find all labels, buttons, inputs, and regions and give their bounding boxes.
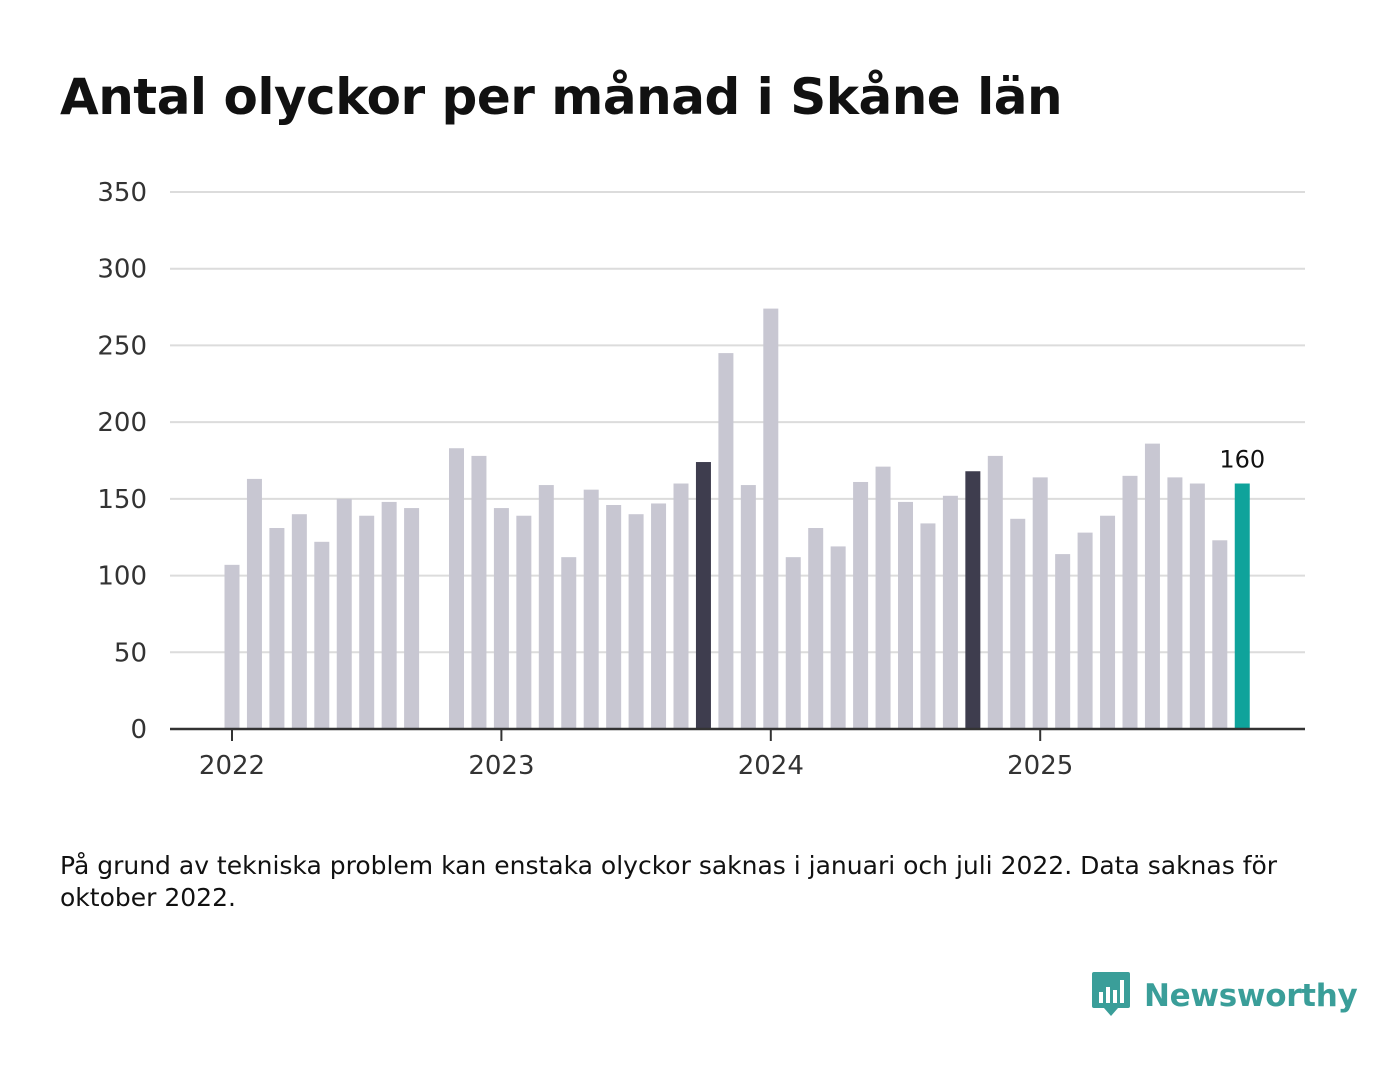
bar-2024-02 (785, 557, 801, 729)
brand-name: Newsworthy (1144, 978, 1358, 1014)
x-axis-tick-labels: 2022 2023 2024 2025 (199, 751, 1073, 781)
bar-2024-07 (898, 501, 913, 729)
bar-2024-04 (830, 546, 846, 729)
footnote: På grund av tekniska problem kan enstaka… (60, 851, 1278, 912)
bar-2022-07 (359, 515, 375, 729)
bar-2023-11 (718, 353, 734, 729)
bar-2023-04 (561, 557, 577, 729)
y-tick-label: 100 (97, 562, 147, 592)
bar-2024-05 (853, 481, 869, 729)
bar-2024-06 (875, 466, 891, 729)
bar-2022-01 (224, 564, 240, 729)
bars (224, 308, 1250, 729)
bar-2025-08 (1189, 483, 1205, 729)
y-axis-tick-labels: 0 50 100 150 200 250 300 350 (97, 178, 147, 745)
y-tick-label: 350 (97, 178, 147, 208)
bar-2025-05 (1122, 475, 1138, 729)
bar-2025-10 (1234, 483, 1250, 729)
bar-2023-12 (740, 485, 756, 729)
bar-2023-09 (673, 483, 689, 729)
data-labels: 160 (1219, 446, 1265, 474)
bar-2023-08 (651, 503, 667, 729)
bar-2024-10 (965, 471, 981, 729)
bar-2022-05 (314, 541, 330, 729)
y-tick-label: 300 (97, 255, 147, 285)
bar-2025-03 (1077, 532, 1093, 729)
x-tick-label-2024: 2024 (738, 751, 804, 781)
bar-2023-05 (583, 489, 599, 729)
bar-2025-04 (1100, 515, 1116, 729)
y-tick-label: 150 (97, 485, 147, 515)
bar-2024-03 (808, 528, 824, 729)
bar-2025-06 (1144, 443, 1160, 729)
x-tick-label-2022: 2022 (199, 751, 265, 781)
bar-2025-07 (1167, 477, 1183, 729)
chart-title: Antal olyckor per månad i Skåne län (60, 68, 1063, 126)
y-tick-label: 200 (97, 408, 147, 438)
bar-2023-02 (516, 515, 532, 729)
bar-2023-07 (628, 514, 644, 729)
bar-2024-01 (763, 308, 779, 729)
bar-2024-12 (1010, 518, 1026, 729)
x-tick-label-2025: 2025 (1007, 751, 1073, 781)
y-tick-label: 250 (97, 331, 147, 361)
y-gridlines (170, 191, 1305, 654)
x-tick-label-2023: 2023 (468, 751, 534, 781)
x-axis (170, 727, 1305, 741)
data-label: 160 (1219, 446, 1265, 474)
bar-2024-08 (920, 523, 936, 729)
bar-2022-02 (246, 478, 262, 729)
y-tick-label: 50 (114, 638, 147, 668)
bar-2025-09 (1212, 540, 1228, 729)
bar-2025-02 (1055, 554, 1071, 729)
bar-2025-01 (1032, 477, 1048, 729)
bar-2024-09 (942, 495, 958, 729)
bar-2023-01 (493, 508, 509, 729)
y-tick-label: 0 (130, 715, 147, 745)
brand-logo[interactable]: Newsworthy (1090, 970, 1358, 1022)
bar-2022-09 (404, 508, 420, 729)
bar-2024-11 (987, 455, 1003, 729)
bar-2023-10 (695, 462, 711, 729)
bar-2022-03 (269, 528, 285, 729)
bar-2023-06 (606, 504, 622, 729)
bar-chart: 0 50 100 150 200 250 300 350 2022 2023 2024 2025 1… (97, 178, 1305, 781)
bar-2022-06 (336, 498, 352, 729)
bar-2022-11 (449, 448, 464, 729)
bar-2022-12 (471, 455, 487, 729)
newsworthy-logo-icon (1092, 972, 1130, 1016)
bar-2022-08 (381, 501, 397, 729)
bar-2022-04 (291, 514, 307, 729)
bar-2023-03 (538, 485, 554, 729)
